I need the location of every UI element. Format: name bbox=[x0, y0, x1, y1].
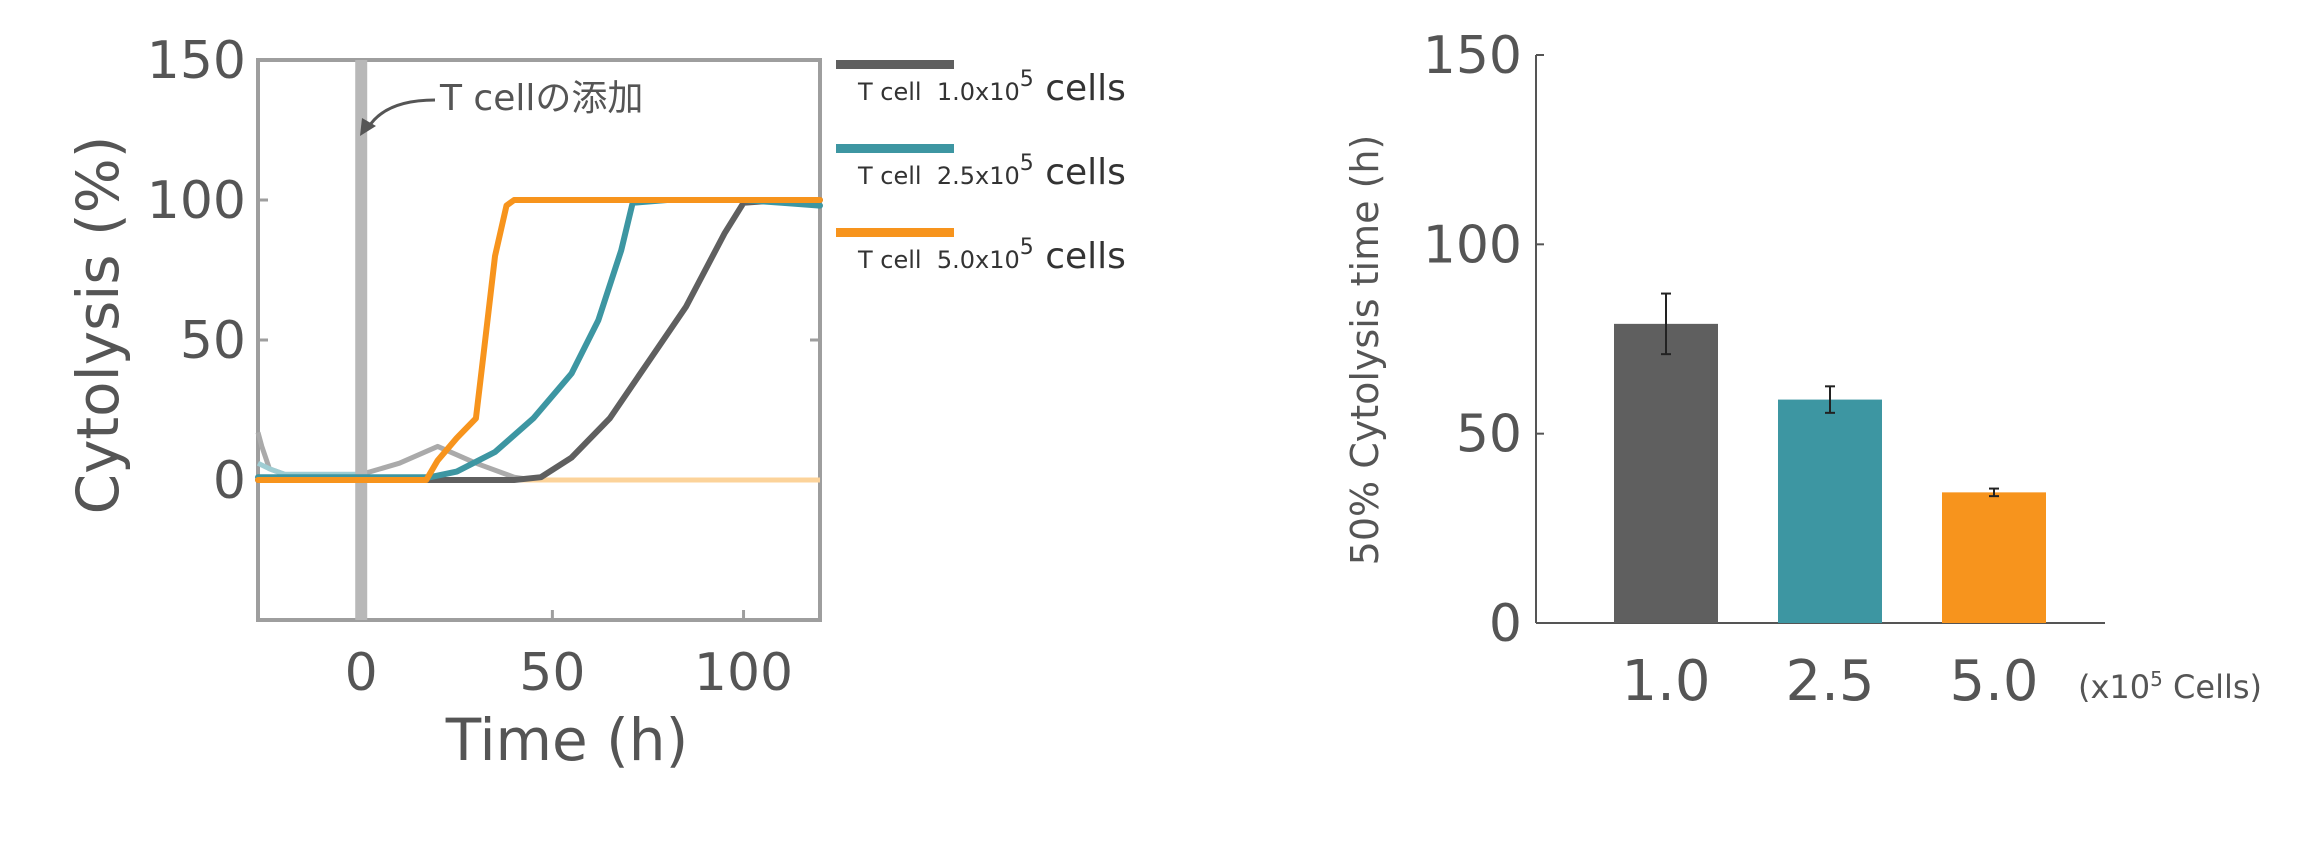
y-axis-label: Cytolysis (%) bbox=[64, 136, 132, 515]
plot-frame bbox=[258, 60, 820, 620]
legend-unit: cells bbox=[1034, 236, 1126, 277]
bar-x-tick-label: 5.0 bbox=[1949, 649, 2038, 714]
bar-x-unit-label: (x105 Cells) bbox=[2078, 667, 2262, 706]
x-axis-label: Time (h) bbox=[445, 706, 688, 774]
bar-x-axis-ticks: 1.0 2.5 5.0 bbox=[1621, 649, 2038, 714]
bar-y-tick-label: 0 bbox=[1489, 594, 1522, 654]
legend-value: 2.5x10 bbox=[937, 162, 1020, 190]
bars bbox=[1614, 294, 2046, 623]
bar-x-tick-label: 1.0 bbox=[1621, 649, 1710, 714]
legend-unit: cells bbox=[1034, 68, 1126, 109]
x-tick-label: 50 bbox=[519, 643, 585, 703]
cytolysis-time-bar-chart: 150 100 50 0 1.0 2.5 5.0 50% Cytolysis time (… bbox=[1343, 26, 2262, 714]
legend-prefix: T cell bbox=[857, 246, 937, 274]
x-tick-label: 0 bbox=[345, 643, 378, 703]
legend-value: 5.0x10 bbox=[937, 246, 1020, 274]
bar bbox=[1614, 324, 1718, 623]
legend-swatch bbox=[836, 228, 954, 237]
y-tick-label: 50 bbox=[180, 311, 246, 371]
bar-x-tick-label: 2.5 bbox=[1785, 649, 1874, 714]
bar-x-unit-prefix: (x10 bbox=[2078, 668, 2150, 706]
legend-exponent: 5 bbox=[1020, 151, 1034, 176]
y-tick-label: 0 bbox=[213, 451, 246, 511]
legend-entry: T cell 1.0x105 cells bbox=[857, 67, 1126, 109]
legend-prefix: T cell bbox=[857, 162, 937, 190]
y-tick-label: 100 bbox=[147, 171, 246, 231]
bar bbox=[1942, 492, 2046, 623]
bar-x-unit-exponent: 5 bbox=[2150, 667, 2163, 691]
bar-y-tick-label: 100 bbox=[1423, 215, 1522, 275]
legend-prefix: T cell bbox=[857, 78, 937, 106]
bar-x-unit-suffix: Cells) bbox=[2163, 668, 2262, 706]
legend-exponent: 5 bbox=[1020, 235, 1034, 260]
bar-y-tick-label: 150 bbox=[1423, 26, 1522, 86]
bar-y-axis-label: 50% Cytolysis time (h) bbox=[1343, 135, 1387, 566]
x-tick-label: 100 bbox=[694, 643, 793, 703]
legend-unit: cells bbox=[1034, 152, 1126, 193]
legend-swatch bbox=[836, 60, 954, 69]
legend-entry: T cell 5.0x105 cells bbox=[857, 235, 1126, 277]
bar-y-axis-ticks: 150 100 50 0 bbox=[1423, 26, 1544, 654]
legend-value: 1.0x10 bbox=[937, 78, 1020, 106]
legend-swatch bbox=[836, 144, 954, 153]
bar bbox=[1778, 400, 1882, 623]
y-tick-label: 150 bbox=[147, 31, 246, 91]
bar-y-tick-label: 50 bbox=[1456, 405, 1522, 465]
legend-exponent: 5 bbox=[1020, 67, 1034, 92]
cytolysis-line-chart: 150 100 50 0 0 50 100 T cellの添加 Time (h) Cyto… bbox=[64, 31, 820, 774]
legend-entry: T cell 2.5x105 cells bbox=[857, 151, 1126, 193]
annotation-text: T cellの添加 bbox=[439, 78, 643, 119]
x-axis-ticks: 0 50 100 bbox=[345, 610, 793, 703]
